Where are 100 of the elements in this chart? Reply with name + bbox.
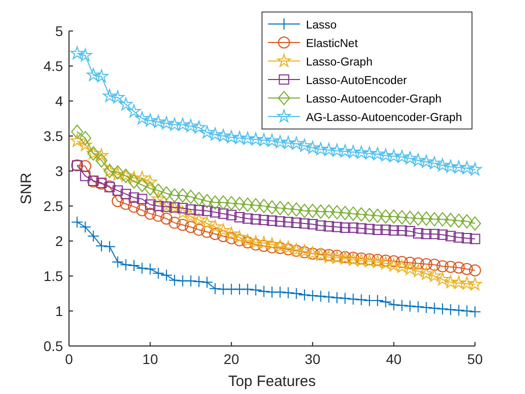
point xyxy=(102,89,116,102)
point xyxy=(362,146,376,160)
point xyxy=(436,212,449,226)
point xyxy=(330,205,343,220)
point xyxy=(136,204,148,216)
point xyxy=(283,216,294,228)
point xyxy=(210,207,220,218)
point xyxy=(168,188,181,203)
point xyxy=(370,147,384,160)
point xyxy=(143,114,157,126)
point xyxy=(420,154,434,168)
point xyxy=(250,214,261,224)
point xyxy=(94,148,108,162)
point xyxy=(354,146,368,159)
point xyxy=(184,274,197,287)
point xyxy=(234,196,246,211)
point xyxy=(257,236,271,249)
point xyxy=(452,160,466,174)
point xyxy=(282,243,294,256)
point xyxy=(242,213,253,224)
point xyxy=(78,48,92,62)
point xyxy=(216,223,230,236)
point xyxy=(412,300,424,313)
point xyxy=(240,132,254,145)
point xyxy=(201,194,214,208)
point xyxy=(266,216,278,226)
point xyxy=(186,204,196,215)
point xyxy=(460,276,474,290)
legend-label: Lasso-Autoencoder-Graph xyxy=(306,94,442,106)
point xyxy=(452,276,466,289)
point xyxy=(242,236,254,248)
point xyxy=(428,302,440,314)
point xyxy=(273,135,287,148)
point xyxy=(209,228,222,240)
point xyxy=(281,240,295,254)
point xyxy=(314,290,327,302)
point xyxy=(224,226,238,240)
point xyxy=(184,119,198,132)
point xyxy=(404,226,416,236)
point xyxy=(71,124,84,139)
point xyxy=(176,206,190,219)
point xyxy=(135,111,149,124)
point xyxy=(152,192,166,205)
point xyxy=(396,299,408,312)
point xyxy=(160,186,172,200)
point xyxy=(250,238,262,250)
point xyxy=(420,266,434,280)
point xyxy=(136,194,148,204)
point xyxy=(444,275,458,288)
y-tick-label: 1.5 xyxy=(44,268,64,284)
x-tick-label: 50 xyxy=(467,351,483,367)
y-tick-label: 4.5 xyxy=(44,58,64,74)
point xyxy=(346,145,360,158)
point xyxy=(348,222,358,233)
y-tick-label: 2.5 xyxy=(44,198,64,214)
point xyxy=(290,202,302,217)
point xyxy=(184,209,198,222)
point xyxy=(200,216,214,230)
point xyxy=(330,292,343,304)
point xyxy=(460,214,473,228)
legend-label: AG-Lasso-Autoencoder-Graph xyxy=(306,112,462,124)
point xyxy=(265,237,279,250)
point xyxy=(217,230,230,242)
point xyxy=(347,293,360,306)
x-axis-title: Top Features xyxy=(228,373,316,390)
point xyxy=(160,116,174,130)
point xyxy=(80,170,90,182)
point xyxy=(192,224,205,236)
point xyxy=(444,212,457,228)
point xyxy=(266,200,278,214)
point xyxy=(428,258,440,271)
point xyxy=(436,260,449,272)
point xyxy=(469,264,481,276)
point xyxy=(224,130,238,144)
point xyxy=(307,219,318,230)
point xyxy=(460,161,474,174)
point xyxy=(70,46,84,60)
point xyxy=(200,125,214,138)
point xyxy=(119,97,133,110)
point xyxy=(136,178,148,192)
y-tick-label: 2 xyxy=(55,233,64,249)
x-tick-label: 10 xyxy=(142,351,158,367)
point xyxy=(322,204,335,219)
point xyxy=(104,240,116,253)
point xyxy=(420,212,432,226)
point xyxy=(249,235,263,248)
point xyxy=(411,153,425,166)
point xyxy=(144,181,156,196)
point xyxy=(234,212,245,222)
point xyxy=(232,230,246,244)
point xyxy=(460,305,473,317)
legend-label: Lasso-AutoEncoder xyxy=(306,75,408,87)
point xyxy=(242,283,254,296)
point xyxy=(176,118,190,131)
point xyxy=(78,138,92,151)
point xyxy=(396,210,408,224)
point xyxy=(454,232,464,243)
point xyxy=(306,290,319,302)
point xyxy=(281,136,295,149)
point xyxy=(95,240,108,252)
